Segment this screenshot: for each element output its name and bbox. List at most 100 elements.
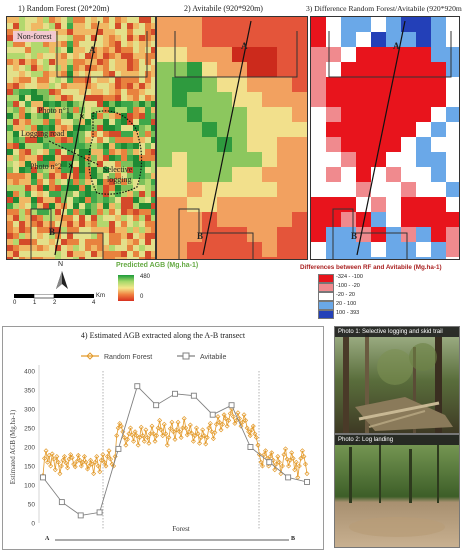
rf-point	[263, 448, 269, 454]
rf-point	[158, 427, 164, 433]
chart-legend: Random Forest Avitabile	[81, 352, 226, 361]
rf-point	[75, 452, 81, 458]
rf-point	[68, 452, 74, 458]
rf-point	[221, 412, 227, 418]
avitabile-point	[153, 402, 160, 409]
rf-point	[299, 448, 305, 454]
rf-point	[187, 422, 193, 428]
rf-point	[141, 438, 147, 444]
rf-point	[151, 431, 157, 437]
rf-point	[124, 436, 130, 442]
rf-point	[293, 459, 299, 465]
y-tick-label: 300	[24, 407, 35, 414]
rf-point	[298, 455, 304, 461]
avitabile-point	[172, 390, 178, 397]
forest-boundary-bottom	[30, 208, 104, 259]
rf-point	[127, 425, 133, 431]
rf-point	[223, 416, 229, 421]
rf-point	[100, 452, 106, 458]
avitabile-point	[304, 479, 310, 485]
avitabile-point	[96, 509, 103, 516]
rf-point	[51, 456, 57, 462]
map-avitabile: A B	[156, 16, 308, 260]
rf-point	[121, 435, 127, 440]
rf-point	[95, 463, 101, 469]
rf-point	[269, 450, 275, 456]
rf-point	[296, 463, 302, 469]
rf-point	[86, 463, 92, 469]
legend-marker-0	[86, 352, 94, 360]
y-tick-label: 0	[31, 521, 35, 528]
rf-point	[83, 459, 89, 465]
photo-2: Photo 2: Log landing	[334, 434, 460, 548]
photo-1: Photo 1: Selective logging and skid trai…	[334, 326, 460, 434]
rf-point	[207, 420, 213, 426]
rf-point	[48, 463, 54, 469]
rf-point	[72, 464, 78, 470]
rf-point	[184, 432, 190, 438]
rf-point	[273, 461, 279, 467]
rf-point	[88, 457, 94, 463]
rf-point	[284, 456, 290, 462]
rf-point	[54, 454, 60, 459]
map2-point-a-label: A	[241, 41, 248, 51]
rf-point	[97, 469, 103, 475]
rf-point	[77, 457, 83, 463]
y-tick-label: 50	[28, 502, 36, 509]
non-forest-boundary	[56, 31, 148, 78]
avitabile-boundary-top	[174, 31, 298, 78]
rf-point	[236, 416, 242, 421]
rf-point	[104, 454, 110, 459]
rf-point	[276, 459, 282, 465]
rf-point	[115, 425, 121, 431]
avitabile-point	[228, 402, 235, 409]
agb-legend-ramp	[118, 275, 134, 301]
rf-point	[129, 432, 135, 438]
rf-point	[155, 425, 161, 431]
map-random-forest: × × Non-forest Photo n°1 Logging road Pho…	[6, 16, 156, 260]
agb-transect-chart: 4) Estimated AGB extracted along the A-B…	[2, 326, 324, 550]
rf-point	[206, 425, 212, 431]
transect-a-label: A	[45, 536, 50, 542]
series-1	[40, 383, 310, 519]
y-tick-label: 400	[24, 369, 35, 376]
rf-point	[252, 431, 258, 437]
photo-1-caption: Photo 1: Selective logging and skid trai…	[335, 327, 459, 337]
rf-point	[266, 463, 272, 469]
rf-point	[302, 461, 308, 467]
rf-point	[175, 419, 181, 425]
rf-point	[78, 463, 84, 469]
panel1-title: 1) Random Forest (20*20m)	[18, 4, 110, 13]
rf-point	[281, 452, 287, 458]
rf-point	[290, 455, 296, 461]
rf-point	[289, 450, 295, 456]
rf-point	[244, 425, 250, 431]
rf-point	[167, 426, 173, 432]
diff-legend-label-4: 20 - 100	[336, 301, 357, 307]
rf-point	[132, 429, 138, 435]
point-a-label: A	[89, 45, 96, 55]
rf-point	[42, 455, 48, 461]
rf-point	[249, 427, 255, 433]
difference-transect-line	[356, 20, 406, 256]
rf-point	[286, 463, 292, 469]
rf-point	[154, 433, 160, 439]
rf-point	[255, 442, 261, 448]
photo1-label: Photo n°1	[38, 106, 70, 115]
rf-point	[226, 417, 232, 423]
rf-point	[152, 438, 158, 444]
rf-point	[210, 436, 216, 442]
rf-point	[103, 463, 109, 469]
avitabile-point	[266, 459, 273, 466]
rf-point	[57, 471, 63, 477]
rf-point	[241, 412, 247, 418]
selective-logging-label-1: Selective	[103, 165, 133, 174]
rf-point	[283, 446, 289, 452]
map3-point-a-label: A	[393, 41, 400, 51]
rf-point	[118, 423, 124, 429]
photo-2-caption: Photo 2: Log landing	[335, 435, 459, 445]
scale-bar: 0 1 2 4 Km	[13, 293, 108, 310]
rf-point	[279, 463, 285, 469]
rf-texture	[7, 17, 155, 259]
legend-label-0: Random Forest	[104, 354, 152, 361]
